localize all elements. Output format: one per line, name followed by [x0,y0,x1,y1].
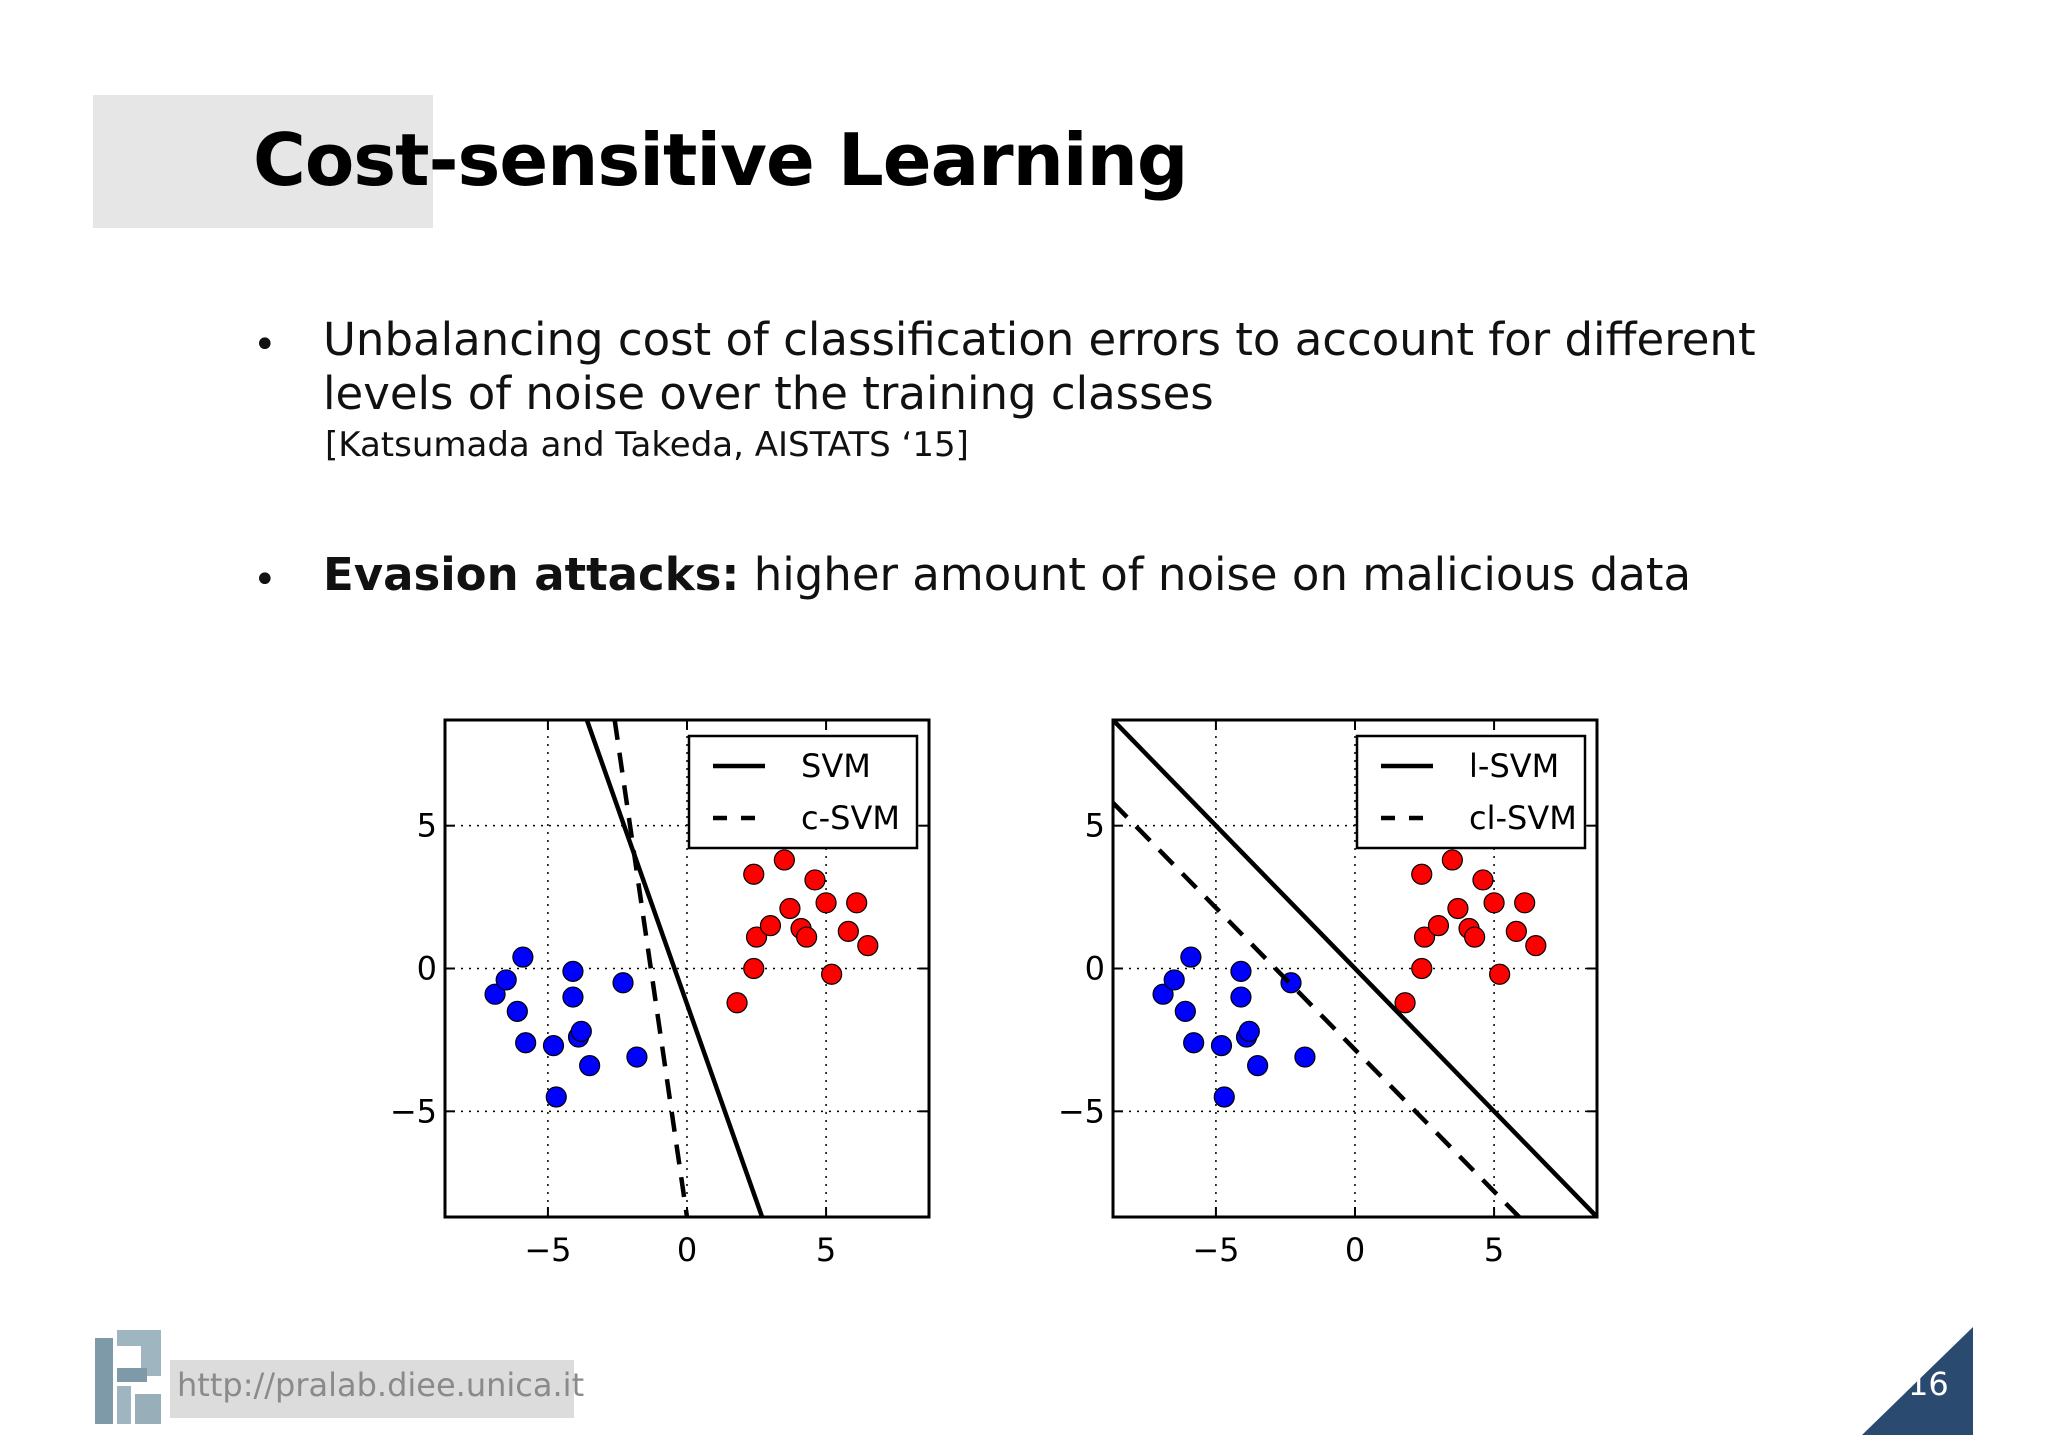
red-point [1427,915,1450,937]
red-point [743,957,765,980]
red-point [1464,926,1486,948]
blue-point [495,969,517,991]
blue-point [1180,946,1202,968]
x-tick-label: 0 [1345,1231,1365,1269]
x-tick-label: −5 [1192,1231,1239,1269]
red-point [1472,869,1494,891]
blue-point [484,983,506,1005]
red-point [745,926,768,948]
boundary-line-l-svm [1113,720,1597,1217]
blue-point [1247,1055,1269,1077]
red-point [846,892,868,914]
x-tick-label: −5 [524,1231,571,1269]
blue-point [1152,983,1174,1005]
bullet-marker: • [253,557,277,603]
red-point [1447,897,1469,920]
y-tick-label: −5 [390,1092,437,1130]
x-tick-label: 5 [1484,1231,1504,1269]
blue-point [1183,1032,1205,1054]
blue-point [1163,969,1185,991]
red-point [1394,992,1416,1014]
bullet-2: Evasion attacks: higher amount of noise … [323,548,1691,602]
y-tick-label: 0 [417,950,437,988]
y-tick-label: 5 [417,807,437,845]
red-point [821,963,843,985]
blue-point [1230,960,1252,982]
blue-point [1213,1086,1235,1108]
red-point [726,992,748,1014]
red-point [837,920,859,942]
x-tick-label: 5 [816,1231,836,1269]
page-number: 16 [1908,1365,1949,1403]
bullet-1-line1: Unbalancing cost of classification error… [323,313,1756,366]
blue-point [626,1046,648,1068]
blue-point [612,972,634,994]
y-tick-label: −5 [1058,1092,1105,1130]
blue-point [579,1055,601,1077]
blue-point [1210,1035,1233,1057]
legend: SVM c-SVM [687,734,919,850]
legend-label: cl-SVM [1469,799,1577,837]
blue-point [512,946,534,968]
red-point [1411,957,1433,980]
red-point [1441,849,1463,871]
blue-point [545,1086,567,1108]
chart-1: −5 0 5 5 0 −5 SVM c-SVM [390,718,931,1269]
red-point [796,926,818,948]
bullet-2-text: higher amount of noise on malicious data [739,548,1692,601]
x-tick-label: 0 [677,1231,697,1269]
blue-point [1230,986,1252,1008]
bullet-1-citation: [Katsumada and Takeda, AISTATS ‘15] [325,425,969,465]
red-point [759,915,782,937]
chart-2: −5 0 5 5 0 −5 l-SVM cl-SVM [1058,718,1599,1269]
boundary-line-c-svm [612,720,690,1217]
blue-point [570,1020,592,1042]
red-point [1514,892,1536,914]
blue-point [1294,1046,1316,1068]
footer-background [170,1360,574,1418]
boundary-line-svm [584,720,765,1217]
footer-url[interactable]: http://pralab.diee.unica.it [177,1366,585,1404]
red-point [1413,926,1436,948]
blue-point [1238,1020,1260,1042]
blue-point [542,1035,565,1057]
blue-point [562,960,584,982]
pralab-logo-icon [95,1330,161,1424]
red-point [1525,935,1547,957]
slide-title: Cost-sensitive Learning [253,118,1188,202]
red-point [773,849,795,871]
legend-box [687,734,919,850]
red-point [1411,863,1433,885]
bullet-1-line2: levels of noise over the training classe… [323,367,1214,420]
legend-label: c-SVM [801,799,900,837]
decision-boundaries [1113,720,1597,1217]
red-point [743,863,765,885]
legend-label: SVM [801,747,871,785]
y-tick-label: 0 [1085,950,1105,988]
red-point [1505,920,1527,942]
red-point [1489,963,1511,985]
blue-point [506,1000,528,1022]
decision-boundaries [584,720,765,1217]
red-point [857,935,879,957]
bullet-2-bold: Evasion attacks: [323,548,740,601]
red-point [779,897,801,920]
legend-label: l-SVM [1469,747,1559,785]
bullet-marker: • [253,322,277,368]
y-tick-label: 5 [1085,807,1105,845]
blue-point [1174,1000,1196,1022]
red-point [1483,892,1505,914]
red-point [815,892,837,914]
blue-point [562,986,584,1008]
legend: l-SVM cl-SVM [1355,734,1587,850]
blue-point [515,1032,537,1054]
title-background [93,95,433,228]
legend-box [1355,734,1587,850]
red-point [804,869,826,891]
